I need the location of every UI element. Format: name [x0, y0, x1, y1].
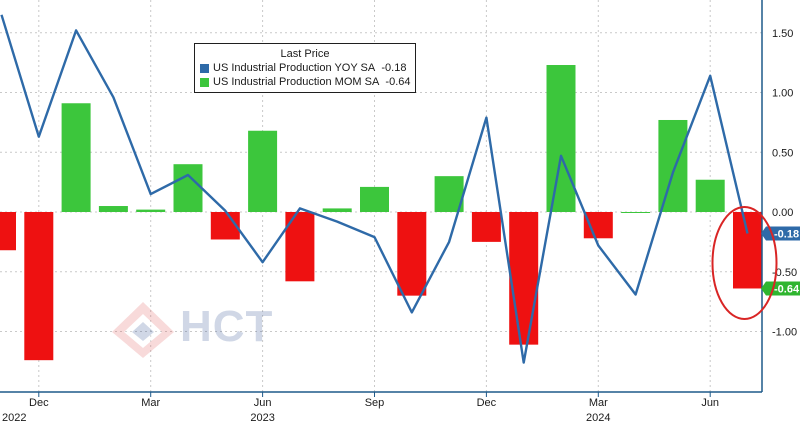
mom-bar [98, 206, 128, 212]
legend-swatch-mom [200, 77, 209, 87]
yoy-line [0, 14, 749, 364]
legend: Last Price US Industrial Production YOY … [194, 43, 416, 93]
legend-entry-mom: US Industrial Production MOM SA -0.64 [200, 75, 411, 89]
legend-label-yoy: US Industrial Production YOY SA [213, 62, 376, 74]
mom-bar [546, 65, 576, 212]
mom-bar [509, 212, 539, 345]
last-value-text: -0.64 [774, 283, 800, 295]
mom-bar [24, 212, 54, 361]
x-tick-label: Mar [589, 397, 608, 409]
mom-bar [733, 212, 762, 289]
year-label: 2022 [2, 412, 26, 424]
last-value-text: -0.18 [774, 229, 799, 241]
legend-title: Last Price [280, 48, 330, 60]
mom-bar [248, 130, 278, 212]
y-tick-label: 0.50 [772, 147, 793, 159]
highlight-ellipse [711, 205, 778, 320]
legend-value-mom: -0.64 [385, 76, 411, 88]
hct-watermark: HCT [110, 300, 300, 360]
y-tick-label: -1.00 [772, 327, 797, 339]
hct-logo-icon [112, 302, 174, 358]
mom-bar [658, 119, 688, 212]
legend-value-yoy: -0.18 [381, 62, 407, 74]
x-tick-label: Sep [365, 397, 385, 409]
year-label: 2023 [250, 412, 274, 424]
legend-label-mom: US Industrial Production MOM SA [213, 76, 380, 88]
mom-bar [397, 212, 427, 296]
axis-labels: 1.50 1.00 0.50 0.00 -0.50 -1.00 Dec Mar Jun Sep De… [2, 28, 800, 424]
watermark-text: HCT [180, 302, 274, 351]
mom-bar [61, 103, 91, 212]
yoy-line-layer [0, 14, 749, 364]
y-tick-label: 1.50 [772, 28, 793, 40]
legend-entry-yoy: US Industrial Production YOY SA -0.18 [200, 61, 406, 75]
mom-bar [583, 212, 613, 239]
mom-bar [471, 212, 501, 242]
mom-bars [0, 65, 762, 361]
y-tick-label: 1.00 [772, 88, 793, 100]
mom-bar [621, 212, 651, 213]
x-tick-label: Dec [477, 397, 497, 409]
mom-bar [0, 212, 16, 251]
x-tick-label: Mar [141, 397, 160, 409]
x-tick-label: Jun [254, 397, 272, 409]
legend-swatch-yoy [200, 63, 209, 73]
mom-bar [695, 179, 725, 212]
mom-bar [136, 209, 166, 212]
mom-bar [173, 164, 203, 212]
x-tick-label: Dec [29, 397, 49, 409]
x-tick-label: Jun [701, 397, 719, 409]
axes [0, 0, 763, 397]
y-tick-label: -0.50 [772, 267, 797, 279]
year-label: 2024 [586, 412, 610, 424]
y-tick-label: 0.00 [772, 207, 793, 219]
last-value-tag [761, 281, 800, 296]
mom-bar [360, 186, 389, 212]
mom-bar [322, 208, 352, 212]
highlight-ellipse-layer [711, 205, 778, 320]
